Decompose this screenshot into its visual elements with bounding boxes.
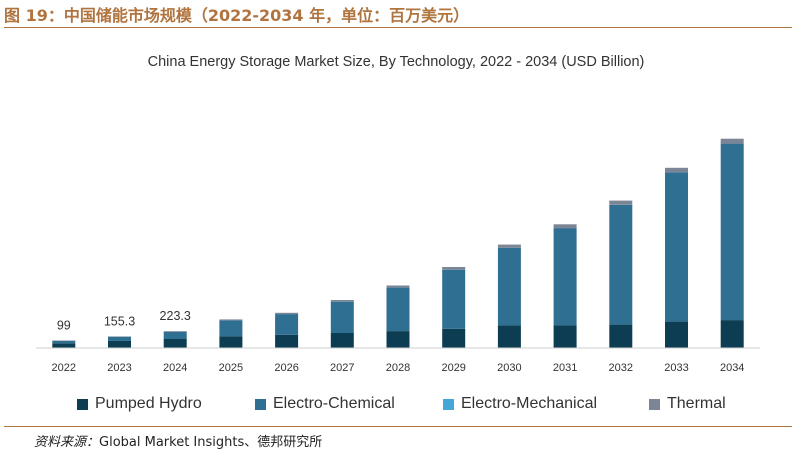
- legend-swatch-pumped-hydro: [77, 398, 88, 410]
- bar-2029-thermal: [442, 267, 466, 270]
- x-tick-2029: 2029: [441, 362, 465, 374]
- bar-2024-electro-chemical: [163, 332, 187, 339]
- bar-2025-electro-chemical: [219, 320, 243, 337]
- legend-item-electro-chemical: Electro-Chemical: [255, 395, 395, 413]
- bar-2023-thermal: [108, 336, 131, 337]
- bar-2031-electro-chemical: [553, 228, 577, 326]
- bar-2034-pumped-hydro: [720, 320, 744, 348]
- x-tick-2026: 2026: [274, 362, 298, 374]
- legend-swatch-thermal: [649, 398, 660, 410]
- bar-2033-pumped-hydro: [665, 321, 688, 348]
- legend: Pumped Hydro Electro-Chemical Electro-Me…: [0, 395, 801, 417]
- bar-2027-electro-chemical: [330, 301, 354, 333]
- bar-2022-electro-chemical: [52, 341, 76, 344]
- figure-title: 图 19：中国储能市场规模（2022-2034 年，单位：百万美元）: [4, 6, 470, 25]
- x-tick-2023: 2023: [107, 362, 131, 374]
- legend-item-electro-mechanical: Electro-Mechanical: [443, 395, 597, 413]
- bar-2029-electro-chemical: [442, 269, 466, 329]
- bar-2030-thermal: [497, 244, 521, 248]
- data-label-2022: 99: [57, 319, 71, 333]
- bar-2028-thermal: [386, 285, 410, 288]
- x-tick-2034: 2034: [720, 362, 744, 374]
- legend-swatch-electro-chemical: [255, 398, 266, 410]
- data-labels: 99 155.3 223.3: [57, 309, 191, 332]
- x-tick-2027: 2027: [330, 362, 354, 374]
- legend-label-electro-chemical: Electro-Chemical: [273, 395, 395, 412]
- legend-item-pumped-hydro: Pumped Hydro: [77, 395, 202, 413]
- chart: China Energy Storage Market Size, By Tec…: [36, 54, 760, 374]
- bar-2032-pumped-hydro: [609, 324, 633, 348]
- bar-2022-thermal: [52, 340, 76, 341]
- x-tick-2033: 2033: [664, 362, 688, 374]
- bar-2033-electro-chemical: [665, 172, 688, 322]
- chart-title: China Energy Storage Market Size, By Tec…: [148, 54, 645, 70]
- bar-2030-electro-chemical: [497, 247, 521, 326]
- bar-2029-pumped-hydro: [442, 328, 466, 348]
- bar-2024-pumped-hydro: [163, 339, 187, 348]
- x-tick-2031: 2031: [553, 362, 577, 374]
- bar-2025-pumped-hydro: [219, 336, 243, 348]
- x-tick-2032: 2032: [609, 362, 633, 374]
- source-note: 资料来源：Global Market Insights、德邦研究所: [34, 431, 322, 450]
- data-label-2024: 223.3: [160, 309, 191, 323]
- source-divider: [4, 426, 792, 427]
- bar-2027-pumped-hydro: [330, 332, 354, 348]
- title-divider: [4, 27, 792, 28]
- bar-2030-pumped-hydro: [497, 325, 521, 348]
- bar-2023-electro-chemical: [108, 336, 131, 341]
- bar-2028-electro-chemical: [386, 287, 410, 332]
- legend-swatch-electro-mechanical: [443, 398, 454, 410]
- bar-2028-pumped-hydro: [386, 331, 410, 348]
- x-tick-2028: 2028: [386, 362, 410, 374]
- bar-2033-thermal: [665, 167, 688, 173]
- x-tick-2030: 2030: [497, 362, 521, 374]
- x-tick-2022: 2022: [52, 362, 76, 374]
- x-tick-labels: 2022 2023 2024 2025 2026 2027 2028 2029 2030 2031…: [52, 362, 745, 374]
- bar-2022-pumped-hydro: [52, 343, 76, 348]
- legend-label-pumped-hydro: Pumped Hydro: [95, 395, 202, 412]
- bar-2032-thermal: [609, 200, 633, 205]
- bar-2023-pumped-hydro: [108, 340, 131, 348]
- x-tick-2025: 2025: [219, 362, 243, 374]
- bar-2024-thermal: [163, 331, 187, 332]
- bar-2031-pumped-hydro: [553, 325, 577, 348]
- x-tick-2024: 2024: [163, 362, 187, 374]
- source-text: Global Market Insights、德邦研究所: [99, 435, 323, 450]
- bar-2026-pumped-hydro: [275, 334, 299, 348]
- bar-2026-thermal: [275, 312, 299, 315]
- bar-2026-electro-chemical: [275, 314, 299, 335]
- bar-2031-thermal: [553, 224, 577, 229]
- data-label-2023: 155.3: [104, 314, 135, 328]
- bar-2025-thermal: [219, 319, 243, 321]
- source-label: 资料来源：: [34, 435, 100, 450]
- bars-group: [52, 138, 744, 348]
- bar-2032-electro-chemical: [609, 204, 633, 325]
- bar-2034-electro-chemical: [720, 143, 744, 321]
- legend-label-electro-mechanical: Electro-Mechanical: [461, 395, 598, 412]
- legend-item-thermal: Thermal: [649, 395, 726, 413]
- bar-2034-thermal: [720, 138, 744, 144]
- legend-label-thermal: Thermal: [667, 395, 726, 412]
- bar-2027-thermal: [330, 300, 354, 302]
